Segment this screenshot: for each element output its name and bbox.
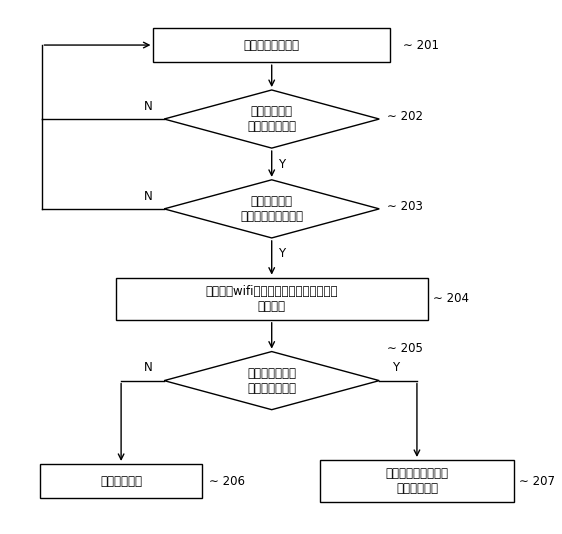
Text: 根据反馈指令控制空
调运行或关机: 根据反馈指令控制空 调运行或关机 [386, 467, 448, 495]
Text: 不存在的时间
大于第一设定时间？: 不存在的时间 大于第一设定时间？ [240, 195, 303, 223]
Polygon shape [164, 180, 379, 238]
Text: ∼ 204: ∼ 204 [433, 292, 469, 305]
Text: 控制空调关机: 控制空调关机 [100, 475, 142, 488]
Bar [40, 464, 202, 498]
Bar [153, 28, 390, 62]
Text: 第二设定时间内
收到反馈指令？: 第二设定时间内 收到反馈指令？ [247, 367, 296, 395]
Text: Y: Y [392, 362, 399, 374]
Text: N: N [144, 190, 152, 202]
Bar [320, 460, 514, 502]
Text: ∼ 207: ∼ 207 [519, 475, 555, 488]
Polygon shape [164, 90, 379, 148]
Text: N: N [144, 100, 152, 113]
Text: 空调处于运行状态: 空调处于运行状态 [244, 38, 300, 52]
Text: ∼ 202: ∼ 202 [387, 110, 423, 123]
Polygon shape [164, 351, 379, 410]
Text: N: N [144, 362, 152, 374]
Bar [116, 278, 428, 320]
Text: ∼ 206: ∼ 206 [209, 475, 245, 488]
Text: 控制空调wifi模块向预设的配对蓝牙设备
发出提醒: 控制空调wifi模块向预设的配对蓝牙设备 发出提醒 [206, 285, 338, 313]
Text: ∼ 201: ∼ 201 [404, 38, 439, 52]
Text: ∼ 205: ∼ 205 [387, 342, 423, 356]
Text: 不存在预设的
配对蓝牙设备？: 不存在预设的 配对蓝牙设备？ [247, 105, 296, 133]
Text: ∼ 203: ∼ 203 [387, 200, 423, 213]
Text: Y: Y [278, 158, 285, 170]
Text: Y: Y [278, 247, 285, 261]
